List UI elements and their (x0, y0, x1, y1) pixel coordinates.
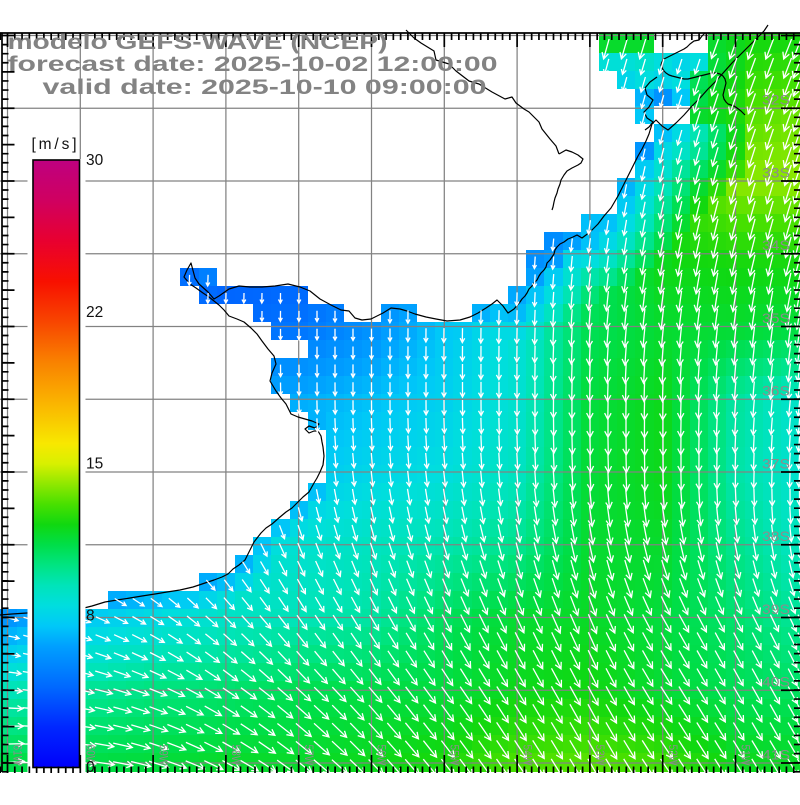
svg-text:36S: 36S (762, 383, 790, 399)
svg-text:59W: 59W (156, 745, 170, 767)
svg-text:34S: 34S (762, 237, 790, 253)
svg-text:22: 22 (86, 304, 103, 321)
svg-text:0: 0 (86, 759, 95, 776)
svg-text:[m/s]: [m/s] (32, 136, 77, 153)
svg-text:52W: 52W (666, 745, 680, 767)
svg-text:15: 15 (86, 456, 103, 473)
svg-text:38S: 38S (762, 528, 790, 544)
svg-text:forecast date: 2025-10-02 12:0: forecast date: 2025-10-02 12:00:00 (8, 52, 498, 76)
svg-text:33S: 33S (762, 164, 790, 180)
svg-text:54W: 54W (520, 745, 534, 767)
svg-text:41S: 41S (762, 746, 790, 762)
svg-text:32S: 32S (762, 92, 790, 108)
svg-text:39S: 39S (762, 601, 790, 617)
svg-text:56W: 56W (375, 745, 389, 767)
svg-text:30: 30 (86, 152, 104, 169)
svg-text:60W: 60W (84, 745, 98, 767)
svg-text:55W: 55W (448, 745, 462, 767)
svg-text:modelo GEFS-WAVE (NCEP): modelo GEFS-WAVE (NCEP) (8, 30, 388, 54)
svg-text:61W: 61W (11, 745, 25, 767)
svg-text:valid date: 2025-10-10 09:00:0: valid date: 2025-10-10 09:00:00 (43, 75, 487, 99)
svg-text:51W: 51W (739, 745, 753, 767)
svg-text:40S: 40S (762, 674, 790, 690)
svg-text:57W: 57W (302, 745, 316, 767)
svg-text:53W: 53W (593, 745, 607, 767)
svg-text:35S: 35S (762, 310, 790, 326)
svg-text:58W: 58W (229, 745, 243, 767)
svg-text:8: 8 (86, 608, 95, 625)
svg-text:37S: 37S (762, 455, 790, 471)
